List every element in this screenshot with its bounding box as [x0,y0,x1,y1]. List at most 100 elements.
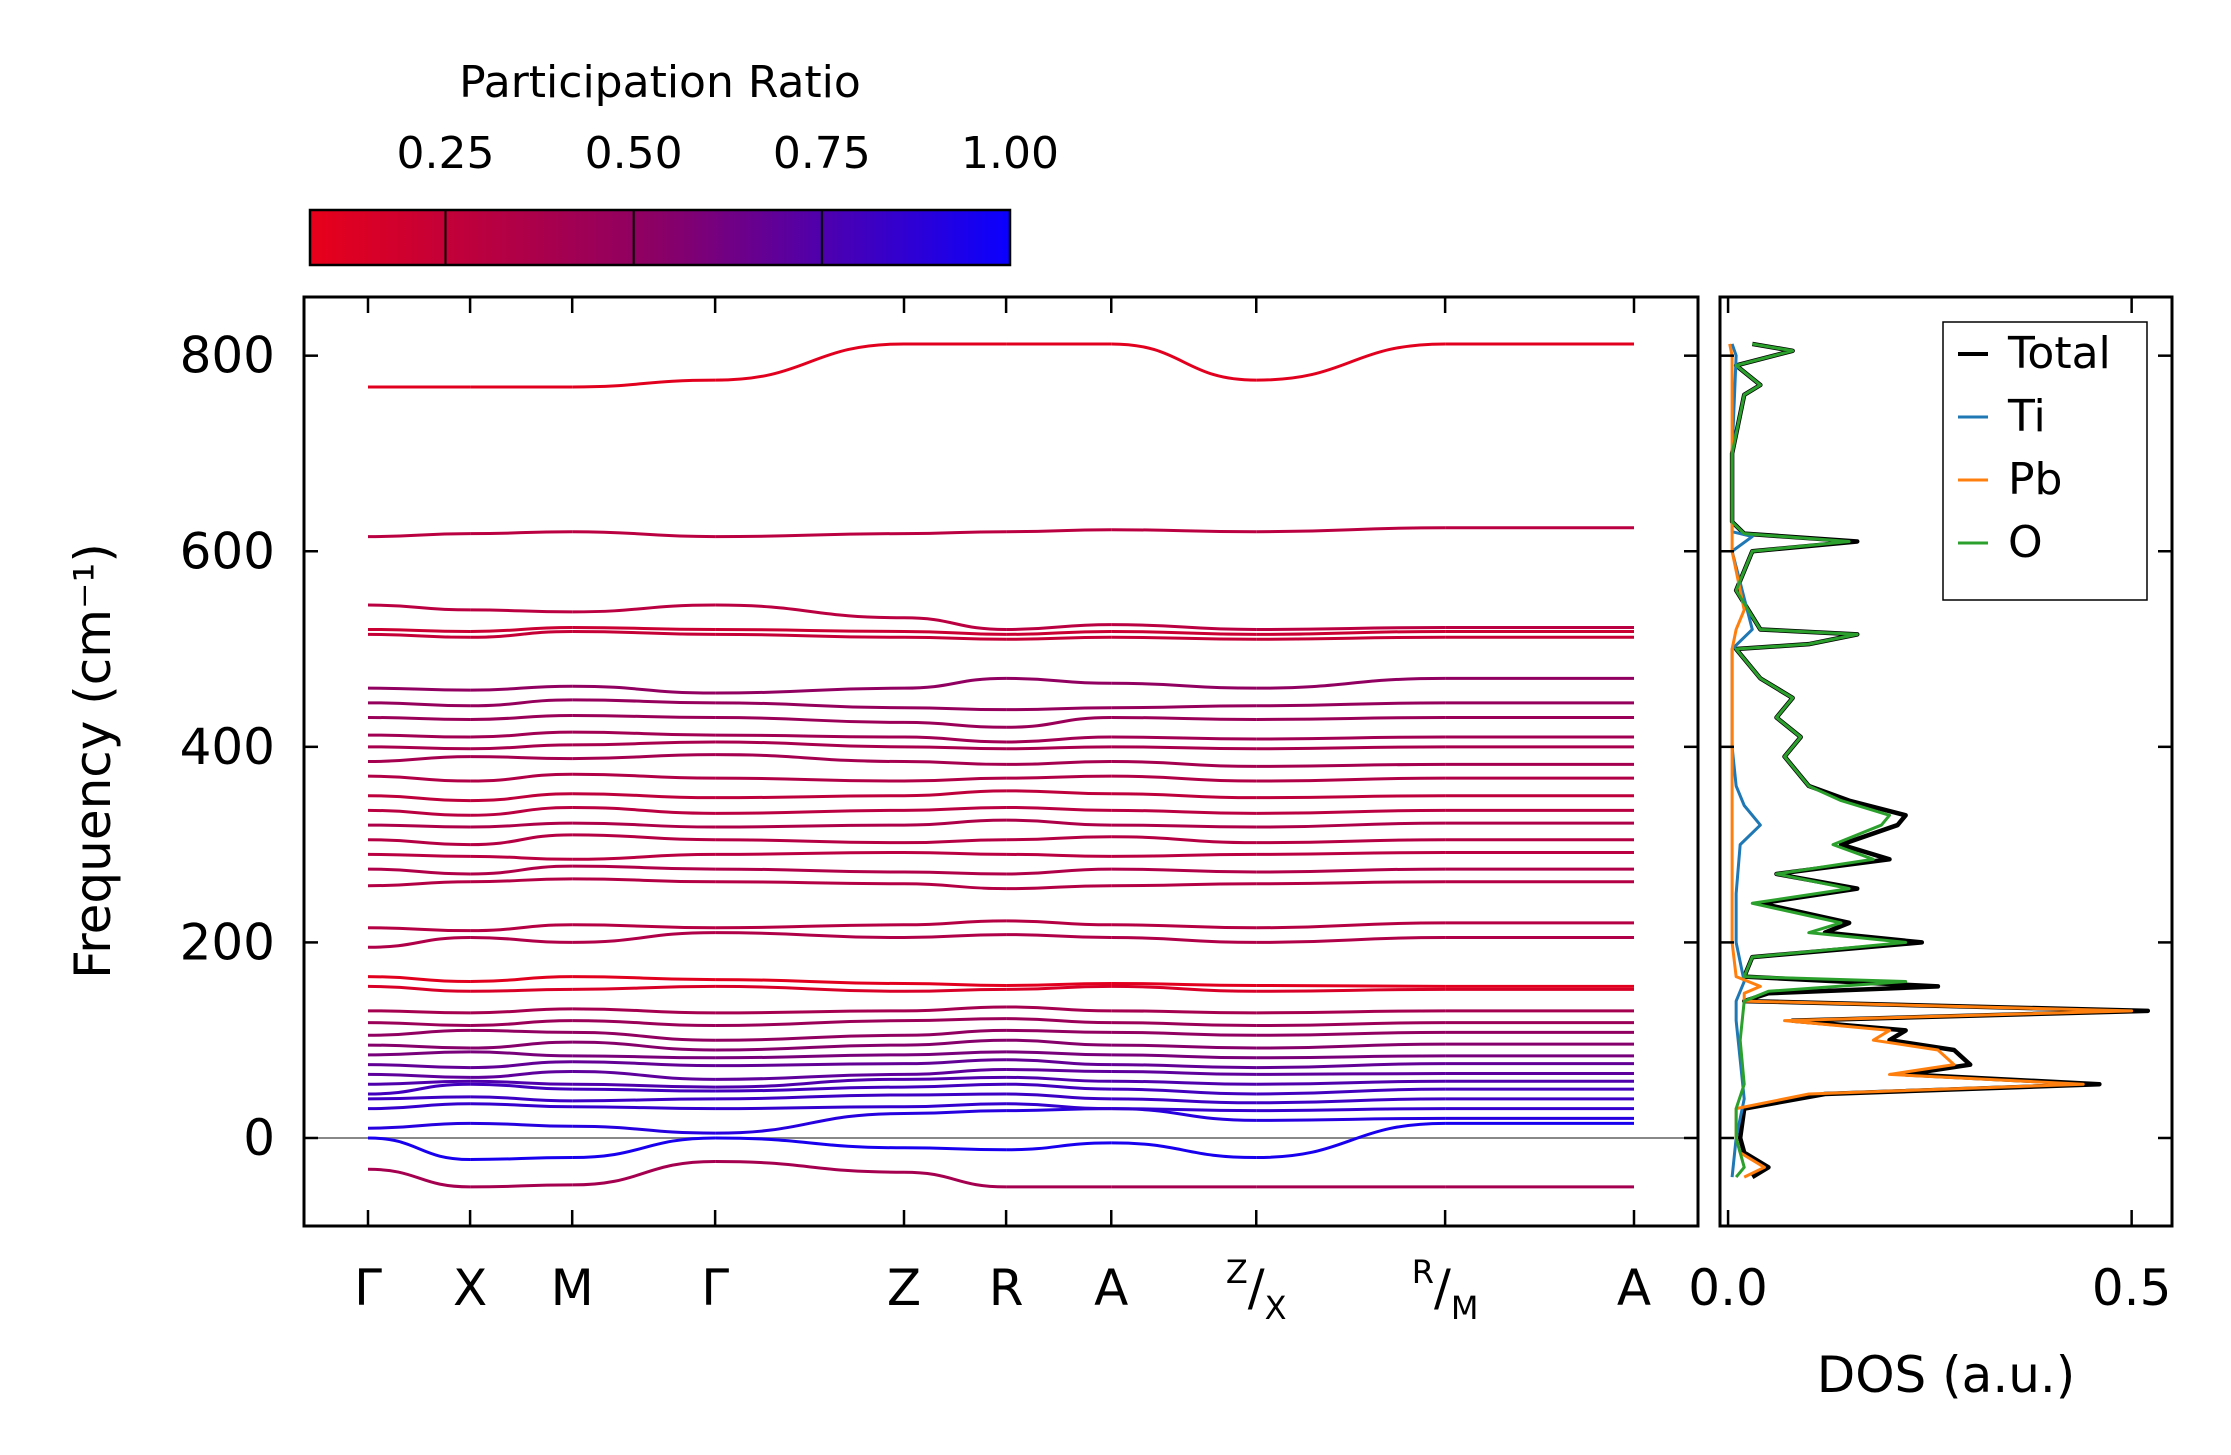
phonon-band [1006,789,1112,796]
phonon-band [1111,342,1257,382]
y-tick-label: 200 [180,913,275,971]
phonon-band [572,1019,716,1028]
phonon-band [367,808,471,817]
phonon-band [470,608,573,614]
dos-panel: 0.0 0.5 DOS (a.u.) Total Ti Pb O [1688,295,2174,1404]
phonon-band [572,877,716,884]
phonon-band [572,629,716,636]
phonon-band [715,701,905,710]
phonon-band [1111,1043,1257,1050]
phonon-band [1111,745,1257,751]
phonon-band [367,1095,471,1101]
phonon-band [367,984,471,993]
phonon-band [1006,867,1112,876]
phonon-band [715,532,905,539]
colorbar-gradient [308,208,1012,267]
phonon-band [715,1077,905,1089]
phonon-band [715,733,905,739]
phonon-band [715,1062,905,1068]
phonon-band [367,1082,471,1096]
phonon-band [367,1072,471,1079]
phonon-band [367,532,471,539]
phonon-band [1256,1042,1446,1050]
phonon-band [572,1060,716,1068]
phonon-band [1006,933,1112,940]
y-tick-label: 600 [180,522,275,580]
dos-series-ti [1730,343,1762,1178]
x-tick-label: A [1617,1259,1651,1317]
phonon-band [715,1033,905,1042]
phonon-band [572,923,716,930]
phonon-band [1006,715,1112,729]
phonon-band [1006,981,1112,987]
phonon-band [572,530,716,539]
phonon-band [470,698,573,708]
phonon-band [715,867,905,874]
phonon-band [1111,792,1257,800]
phonon-band [572,698,716,705]
phonon-band [715,342,905,382]
phonon-band [715,1159,905,1174]
phonon-band [715,978,905,985]
phonon-band [715,1105,905,1111]
phonon-band [1256,808,1446,815]
phonon-band [715,923,905,930]
phonon-band [1111,681,1257,690]
phonon-band [1256,1062,1446,1070]
y-tick-label: 800 [180,327,275,385]
band-frame [302,295,1700,1228]
dos-series-o [1730,342,1908,1179]
phonon-band [470,530,573,536]
dos-x-axis-title: DOS (a.u.) [1817,1346,2076,1404]
x-tick-label: Z [887,1259,921,1317]
phonon-band [572,1124,716,1135]
phonon-band [1111,1097,1257,1105]
phonon-band [904,1028,1007,1037]
phonon-band [1256,987,1446,993]
phonon-band [470,772,573,783]
phonon-band [904,870,1007,876]
phonon-band [470,1183,573,1189]
phonon-band [1006,528,1112,534]
phonon-band [1111,808,1257,815]
phonon-band [1256,867,1446,874]
phonon-band [1006,635,1112,641]
phonon-band [904,919,1007,927]
phonon-band [572,864,716,871]
phonon-band [470,1156,573,1161]
phonon-band [715,1112,905,1135]
phonon-band [1006,1082,1112,1091]
legend-label: O [2008,517,2043,568]
phonon-band [470,854,573,861]
phonon-band [1006,1141,1112,1152]
phonon-band [367,1102,471,1111]
phonon-band [904,635,1007,641]
phonon-band [367,627,471,633]
phonon-band [572,772,716,780]
phonon-band [904,1058,1007,1066]
phonon-band [904,1146,1007,1152]
phonon-band [1256,838,1446,845]
dos-frame [1718,295,2174,1228]
legend-box [1942,321,2148,601]
phonon-band [1256,735,1446,741]
legend-label: Pb [2008,454,2062,505]
y-tick-label: 400 [180,718,275,776]
phonon-band [1111,852,1257,858]
phonon-band [470,821,573,829]
phonon-band [367,1121,471,1130]
phonon-band [1256,701,1446,708]
phonon-band [904,745,1007,751]
phonon-band [1256,794,1446,800]
phonon-band [715,808,905,815]
phonon-band [904,1109,1007,1116]
phonon-band [1111,1063,1257,1070]
phonon-band [1256,1071,1446,1076]
phonon-band [572,1097,716,1103]
phonon-band [1256,1030,1446,1037]
x-tick-label: X [453,1259,487,1317]
phonon-band [1256,850,1446,856]
phonon-band [367,1028,471,1037]
phonon-band [367,867,471,876]
